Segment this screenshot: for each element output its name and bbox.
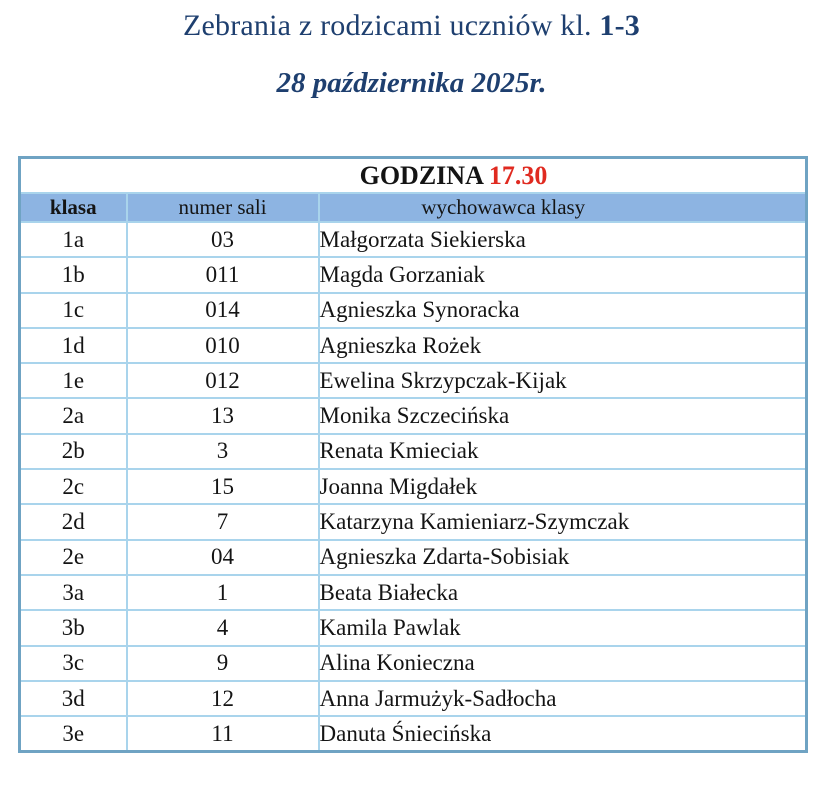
cell-sala: 04 <box>125 538 320 576</box>
table-row: 3b 4 Kamila Pawlak <box>18 609 808 647</box>
table-row: 2d 7 Katarzyna Kamieniarz-Szymczak <box>18 503 808 541</box>
cell-wych: Agnieszka Zdarta-Sobisiak <box>317 538 808 576</box>
page-title: Zebrania z rodzicami uczniów kl. 1-3 <box>0 0 823 43</box>
page-title-text: Zebrania z rodzicami uczniów kl. <box>182 9 600 42</box>
cell-wych: Monika Szczecińska <box>317 397 808 435</box>
column-header-klasa: klasa <box>18 192 128 223</box>
cell-klasa: 2c <box>18 468 128 506</box>
cell-klasa: 3a <box>18 573 128 612</box>
cell-wych: Kamila Pawlak <box>317 609 808 647</box>
table-caption-cell: GODZINA 17.30 <box>18 156 808 194</box>
cell-sala: 010 <box>125 326 320 365</box>
cell-sala: 011 <box>125 256 320 294</box>
table-row: 2e 04 Agnieszka Zdarta-Sobisiak <box>18 538 808 576</box>
table-body: 1a 03 Małgorzata Siekierska 1b 011 Magda Gorz… <box>18 220 808 753</box>
table-row: 1a 03 Małgorzata Siekierska <box>18 220 808 259</box>
cell-klasa: 2e <box>18 538 128 576</box>
cell-wych: Anna Jarmużyk-Sadłocha <box>317 679 808 718</box>
cell-klasa: 1a <box>18 220 128 259</box>
cell-wych: Alina Konieczna <box>317 644 808 682</box>
cell-wych: Joanna Migdałek <box>317 468 808 506</box>
cell-sala: 012 <box>125 362 320 400</box>
cell-sala: 9 <box>125 644 320 682</box>
cell-sala: 13 <box>125 397 320 435</box>
page-title-classes-range: 1-3 <box>599 9 640 42</box>
table-row: 1d 010 Agnieszka Rożek <box>18 326 808 365</box>
cell-klasa: 2b <box>18 432 128 471</box>
cell-sala: 11 <box>125 715 320 753</box>
table-row: 2b 3 Renata Kmieciak <box>18 432 808 471</box>
schedule-table: GODZINA 17.30 klasa numer sali wychowawc… <box>18 156 809 754</box>
cell-klasa: 2a <box>18 397 128 435</box>
cell-klasa: 1d <box>18 326 128 365</box>
cell-sala: 03 <box>125 220 320 259</box>
cell-wych: Małgorzata Siekierska <box>317 220 808 259</box>
table-caption-row: GODZINA 17.30 <box>18 156 808 194</box>
table-row: 3c 9 Alina Konieczna <box>18 644 808 682</box>
cell-sala: 4 <box>125 609 320 647</box>
table-row: 3e 11 Danuta Śniecińska <box>18 715 808 753</box>
cell-wych: Ewelina Skrzypczak-Kijak <box>317 362 808 400</box>
caption-godzina-label: GODZINA <box>359 160 483 190</box>
cell-klasa: 1e <box>18 362 128 400</box>
cell-klasa: 1c <box>18 291 128 329</box>
cell-wych: Danuta Śniecińska <box>317 715 808 753</box>
cell-klasa: 2d <box>18 503 128 541</box>
cell-wych: Renata Kmieciak <box>317 432 808 471</box>
cell-klasa: 3c <box>18 644 128 682</box>
cell-wych: Beata Białecka <box>317 573 808 612</box>
cell-sala: 014 <box>125 291 320 329</box>
cell-klasa: 3e <box>18 715 128 753</box>
cell-sala: 1 <box>125 573 320 612</box>
table-row: 1b 011 Magda Gorzaniak <box>18 256 808 294</box>
table-row: 1c 014 Agnieszka Synoracka <box>18 291 808 329</box>
column-header-numer-sali: numer sali <box>125 192 320 223</box>
cell-klasa: 3b <box>18 609 128 647</box>
cell-sala: 15 <box>125 468 320 506</box>
table-row: 1e 012 Ewelina Skrzypczak-Kijak <box>18 362 808 400</box>
table-row: 2c 15 Joanna Migdałek <box>18 468 808 506</box>
page-subtitle-date: 28 października 2025r. <box>276 67 547 99</box>
cell-sala: 3 <box>125 432 320 471</box>
table-row: 3a 1 Beata Białecka <box>18 573 808 612</box>
cell-klasa: 1b <box>18 256 128 294</box>
cell-wych: Agnieszka Synoracka <box>317 291 808 329</box>
caption-time-value: 17.30 <box>488 160 548 190</box>
cell-sala: 7 <box>125 503 320 541</box>
cell-wych: Agnieszka Rożek <box>317 326 808 365</box>
cell-wych: Katarzyna Kamieniarz-Szymczak <box>317 503 808 541</box>
cell-klasa: 3d <box>18 679 128 718</box>
cell-sala: 12 <box>125 679 320 718</box>
table-row: 3d 12 Anna Jarmużyk-Sadłocha <box>18 679 808 718</box>
table-header-row: klasa numer sali wychowawca klasy <box>18 192 808 223</box>
document: Zebrania z rodzicami uczniów kl. 1-3 28 … <box>0 0 823 754</box>
column-header-wychowawca-klasy: wychowawca klasy <box>317 192 808 223</box>
table-row: 2a 13 Monika Szczecińska <box>18 397 808 435</box>
cell-wych: Magda Gorzaniak <box>317 256 808 294</box>
